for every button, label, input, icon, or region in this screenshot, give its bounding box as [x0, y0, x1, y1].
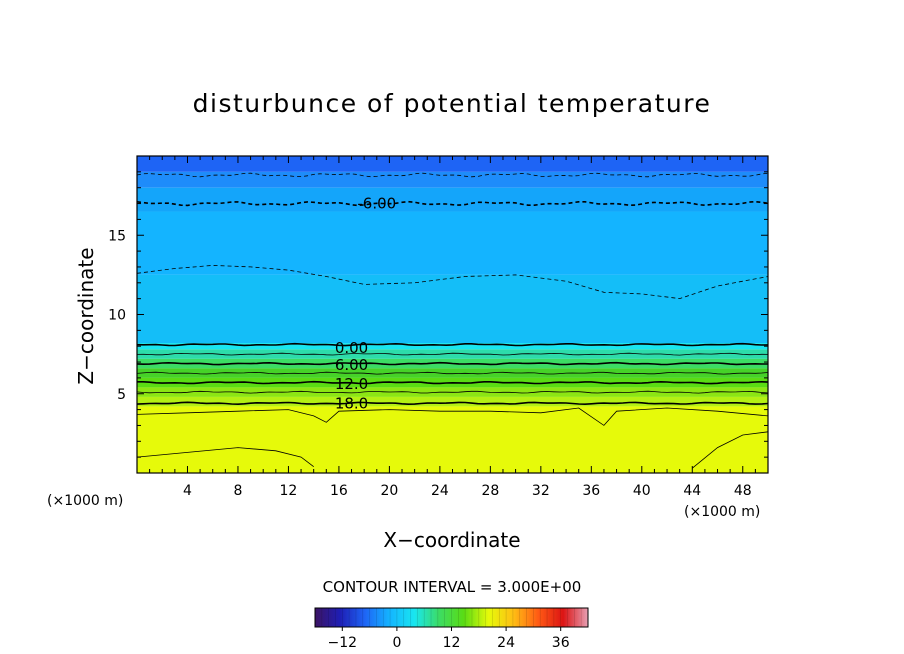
- fill-band: [137, 274, 768, 344]
- x-tick-label: 4: [183, 483, 192, 499]
- x-tick-label: 48: [734, 483, 752, 499]
- x-axis-label: X−coordinate: [383, 528, 520, 552]
- contour-line: [136, 390, 769, 394]
- contour-label: -6.00: [357, 195, 396, 213]
- contour-line: [136, 342, 769, 347]
- colorbar: −12 0 12 24 36: [314, 607, 589, 651]
- contour-line: [136, 407, 769, 426]
- colorbar-tick-label: 36: [552, 635, 570, 651]
- fill-band: [137, 368, 768, 378]
- x-tick-label: 44: [683, 483, 701, 499]
- x-unit-left: (×1000 m): [47, 493, 123, 509]
- fill-band: [137, 406, 768, 473]
- contour-label: 0.00: [335, 339, 368, 357]
- contour-interval-label: CONTOUR INTERVAL = 3.000E+00: [323, 578, 582, 596]
- contour-label: 12.0: [335, 375, 368, 393]
- x-tick-label: 20: [380, 483, 398, 499]
- x-tick-label: 36: [582, 483, 600, 499]
- x-unit-right: (×1000 m): [684, 504, 760, 520]
- contour-line: [136, 401, 769, 406]
- contour-line: [136, 172, 769, 178]
- colorbar-tick-label: 12: [443, 635, 461, 651]
- contour-line: [137, 380, 769, 385]
- y-tick-label: 15: [108, 228, 126, 244]
- chart-title: disturbunce of potential temperature: [193, 89, 712, 118]
- fill-band: [137, 156, 768, 172]
- contour-line: [136, 447, 314, 468]
- fill-band: [137, 211, 768, 275]
- contour-line: [136, 200, 769, 207]
- x-tick-label: 24: [431, 483, 449, 499]
- contour-line: [136, 264, 769, 300]
- x-tick-label: 12: [280, 483, 298, 499]
- fill-band: [137, 349, 768, 359]
- fill-band: [137, 187, 768, 212]
- y-axis-label: Z−coordinate: [74, 247, 98, 384]
- x-tick-label: 28: [481, 483, 499, 499]
- x-tick-label: 40: [633, 483, 651, 499]
- x-tick-label: 32: [532, 483, 550, 499]
- fill-band: [137, 343, 768, 350]
- contour-label: 18.0: [335, 394, 368, 412]
- colorbar-tick-label: 0: [392, 635, 401, 651]
- y-tick-label: 10: [108, 308, 126, 324]
- contour-line: [136, 361, 768, 366]
- contour-label: 6.00: [335, 356, 368, 374]
- colorbar-tick-label: 24: [497, 635, 515, 651]
- fill-band: [137, 396, 768, 407]
- contour-line: [136, 371, 769, 375]
- colorbar-tick-label: −12: [328, 635, 358, 651]
- x-tick-label: 16: [330, 483, 348, 499]
- contour-line: [692, 431, 769, 469]
- x-tick-label: 8: [233, 483, 242, 499]
- contour-line: [136, 352, 769, 356]
- fill-band: [137, 171, 768, 188]
- y-tick-label: 5: [117, 387, 126, 403]
